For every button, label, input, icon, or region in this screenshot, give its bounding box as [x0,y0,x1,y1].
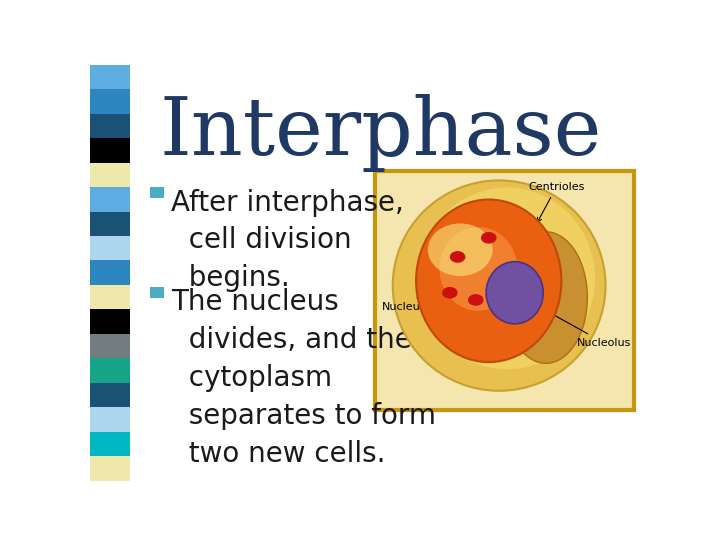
Text: The nucleus
  divides, and then
  cytoplasm
  separates to form
  two new cells.: The nucleus divides, and then cytoplasm … [171,288,436,468]
Bar [90,431,130,456]
Bar [90,407,130,431]
Ellipse shape [416,199,562,362]
Text: Interphase: Interphase [160,94,602,172]
Ellipse shape [419,187,595,369]
Text: Centrioles: Centrioles [528,183,585,222]
Bar [90,187,130,212]
Bar [90,383,130,407]
Bar [90,309,130,334]
Text: After interphase,
  cell division
  begins.: After interphase, cell division begins. [171,188,405,292]
Bar [90,334,130,359]
Bar [90,236,130,260]
Text: Nucleus: Nucleus [382,293,427,312]
Bar [90,138,130,163]
Bar [150,287,164,298]
Bar [90,114,130,138]
Circle shape [450,251,465,263]
Circle shape [481,232,497,244]
Bar [90,456,130,481]
Bar [150,187,164,198]
Bar [90,89,130,114]
Circle shape [442,287,458,299]
Ellipse shape [392,180,606,391]
Bar [90,212,130,236]
Bar [90,260,130,285]
Bar [90,285,130,309]
Bar [90,163,130,187]
Bar [90,65,130,89]
Ellipse shape [504,232,588,363]
Bar [90,359,130,383]
Ellipse shape [428,224,492,276]
Circle shape [468,294,484,306]
Text: Nucleolus: Nucleolus [539,307,631,348]
Bar [374,171,634,410]
Ellipse shape [486,262,543,324]
Ellipse shape [439,227,517,310]
